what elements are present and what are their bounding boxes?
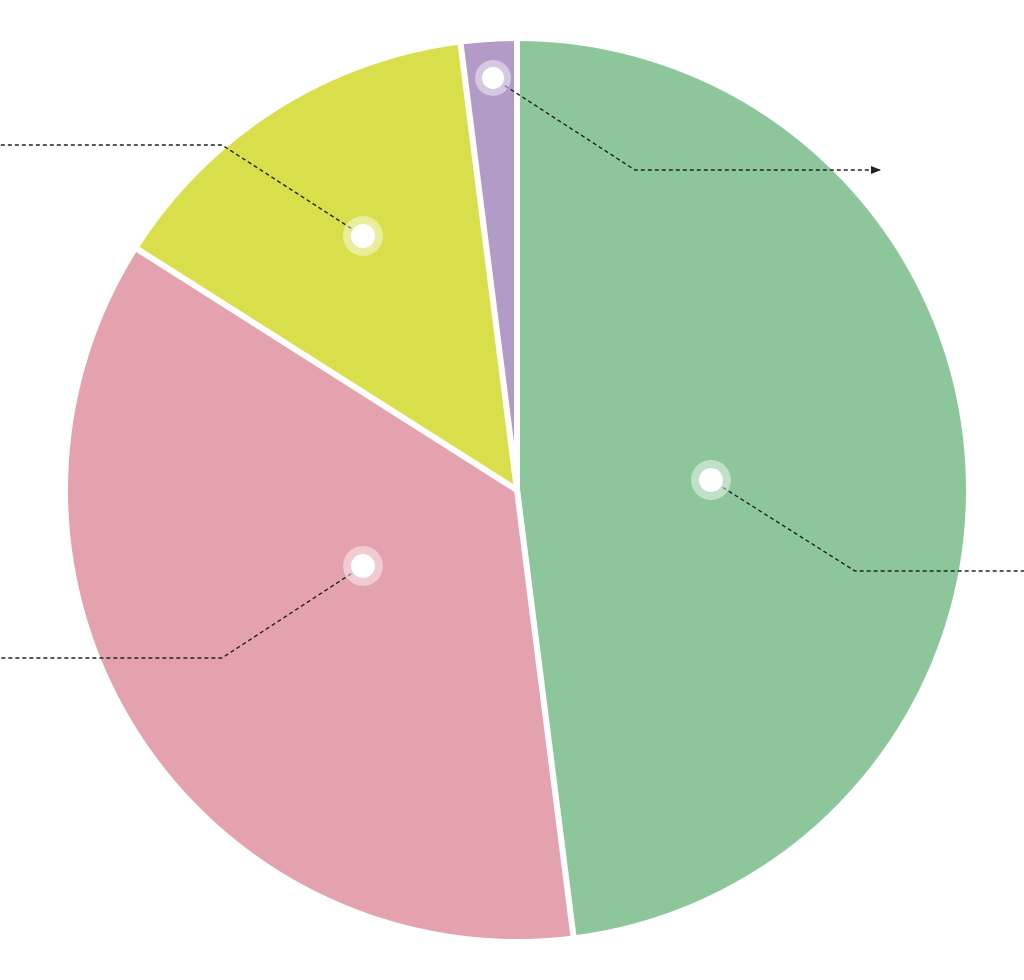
pie-slice [132,38,520,493]
leader-line [710,479,1024,572]
markers [343,60,731,586]
marker-dot [482,67,504,89]
leader-line [0,144,364,237]
leader-line [0,565,364,659]
marker-dot [351,224,375,248]
pie-slice [514,35,972,942]
pie-slice [457,35,520,493]
marker-dot [699,468,723,492]
leader-lines [0,77,1024,659]
pie [62,35,972,945]
leader-line [492,77,881,174]
marker-dot [351,554,375,578]
